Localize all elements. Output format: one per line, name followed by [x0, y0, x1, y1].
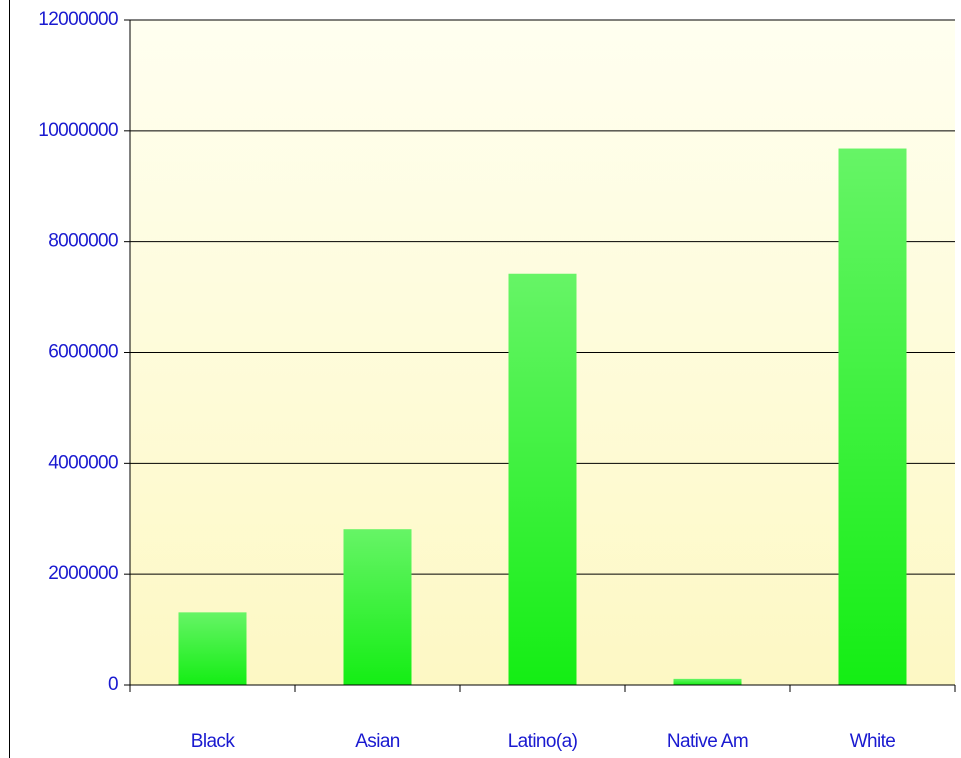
- labels: 0 2000000 4000000 6000000 8000000 10000000 120…: [38, 9, 896, 752]
- x-tick-label: Black: [191, 731, 236, 752]
- bar-shine: [673, 678, 742, 685]
- y-tick-label: 8000000: [48, 231, 118, 252]
- y-tick-label: 2000000: [48, 563, 118, 584]
- y-tick-label: 4000000: [48, 452, 118, 473]
- y-tick-label: 10000000: [38, 120, 118, 141]
- bar-shine: [508, 273, 577, 685]
- bar-shine: [838, 148, 907, 686]
- bar-shine: [343, 529, 412, 685]
- y-tick-label: 0: [108, 674, 118, 695]
- x-tick-label: Latino(a): [508, 731, 578, 752]
- bar-shine: [178, 612, 247, 685]
- y-tick-label: 6000000: [48, 342, 118, 363]
- y-tick-label: 12000000: [38, 9, 118, 30]
- x-tick-label: Asian: [355, 731, 400, 752]
- bars: [178, 148, 907, 686]
- x-tick-label: Native Am: [667, 731, 748, 752]
- x-tick-label: White: [850, 731, 896, 752]
